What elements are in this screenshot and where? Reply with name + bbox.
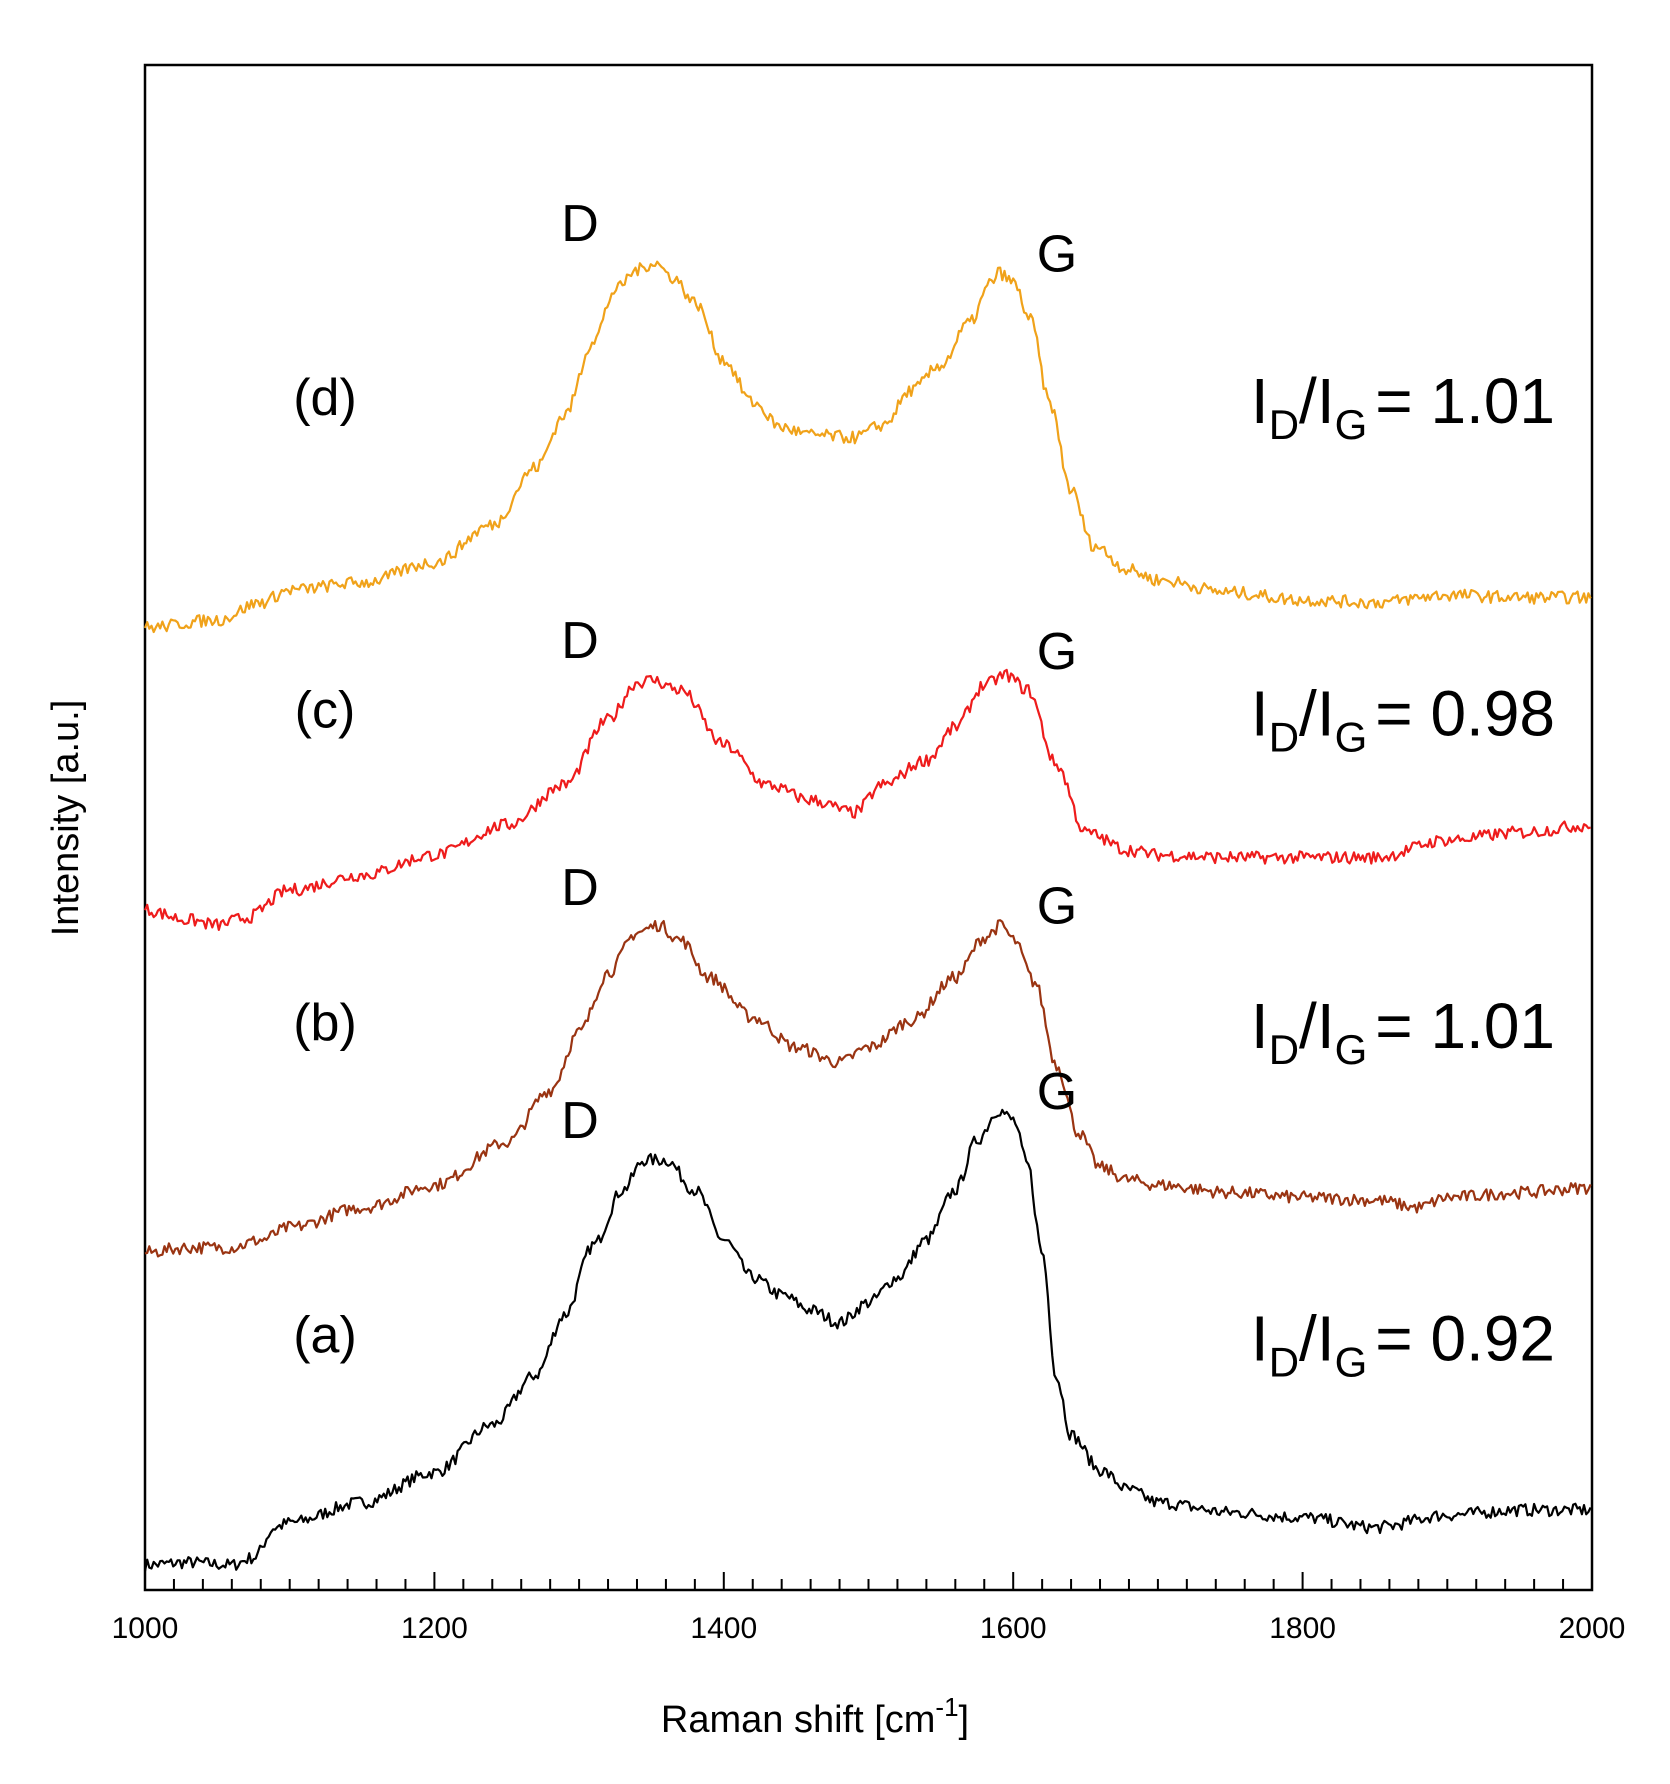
ratio-label-part: I	[1317, 365, 1335, 437]
peak-label-g: G	[1037, 878, 1077, 936]
ratio-label-part: 0.98	[1430, 678, 1555, 750]
ratio-label: ID/IG = 1.01	[1251, 365, 1555, 448]
ratio-label-part: I	[1317, 1303, 1335, 1375]
ratio-label-part: G	[1335, 401, 1368, 448]
peak-label-g: G	[1037, 623, 1077, 681]
ratio-label-part: D	[1269, 401, 1299, 448]
annotations: D G(a) ID/IG = 0.92D G(b) ID/IG = 1.01D G(c) ID/…	[293, 195, 1555, 1385]
spectrum-a	[143, 1108, 1592, 1572]
x-tick-label: 2000	[1559, 1612, 1626, 1645]
ratio-label-part: =	[1375, 1303, 1430, 1375]
curve-label: (a)	[293, 1307, 357, 1365]
ratio-label-part: 0.92	[1430, 1303, 1555, 1375]
spectrum-c	[143, 668, 1591, 931]
ratio-label: ID/IG = 0.98	[1251, 678, 1555, 761]
ratio-label-part: =	[1375, 990, 1430, 1062]
ratio-label-part: 1.01	[1430, 990, 1555, 1062]
ratio-label-part: I	[1251, 678, 1269, 750]
ratio-label-part: D	[1269, 714, 1299, 761]
axes: 1000 1200 1400 1600 1800 2000	[112, 63, 1626, 1645]
x-tick-label: 1600	[980, 1612, 1047, 1645]
ratio-label-part: G	[1335, 1339, 1368, 1386]
peak-label-d: D	[561, 859, 599, 917]
ratio-label-part: G	[1335, 714, 1368, 761]
spectrum-b	[144, 919, 1592, 1258]
peak-label-d: D	[561, 195, 599, 253]
spectrum-d	[143, 260, 1592, 634]
peak-label-d: D	[561, 1092, 599, 1150]
curve-label: (d)	[293, 369, 357, 427]
y-axis-title: Intensity [a.u.]	[45, 700, 87, 937]
ratio-label-part: =	[1375, 678, 1430, 750]
ratio-label-part: D	[1269, 1026, 1299, 1073]
x-axis-title: Raman shift [cm-1]	[661, 1692, 969, 1741]
x-tick-label: 1800	[1269, 1612, 1336, 1645]
peak-label-d: D	[561, 612, 599, 670]
ratio-label-part: I	[1317, 990, 1335, 1062]
ratio-label-part: I	[1251, 1303, 1269, 1375]
x-tick-label: 1000	[112, 1612, 179, 1645]
ratio-label: ID/IG = 1.01	[1251, 990, 1555, 1073]
curve-label: (b)	[293, 994, 357, 1052]
ratio-label: ID/IG = 0.92	[1251, 1303, 1555, 1386]
ratio-label-part: D	[1269, 1339, 1299, 1386]
ratio-label-part: /	[1299, 990, 1317, 1062]
ratio-label-part: /	[1299, 1303, 1317, 1375]
ratio-label-part: =	[1375, 365, 1430, 437]
peak-label-g: G	[1037, 1063, 1077, 1121]
ratio-label-part: G	[1335, 1026, 1368, 1073]
curve-label: (c)	[295, 682, 356, 740]
ratio-label-part: I	[1251, 990, 1269, 1062]
ratio-label-part: I	[1251, 365, 1269, 437]
ratio-label-part: I	[1317, 678, 1335, 750]
peak-label-g: G	[1037, 226, 1077, 284]
x-tick-label: 1200	[401, 1612, 468, 1645]
ratio-label-part: 1.01	[1430, 365, 1555, 437]
spectra	[143, 260, 1592, 1572]
ratio-label-part: /	[1299, 678, 1317, 750]
x-tick-label: 1400	[690, 1612, 757, 1645]
ratio-label-part: /	[1299, 365, 1317, 437]
